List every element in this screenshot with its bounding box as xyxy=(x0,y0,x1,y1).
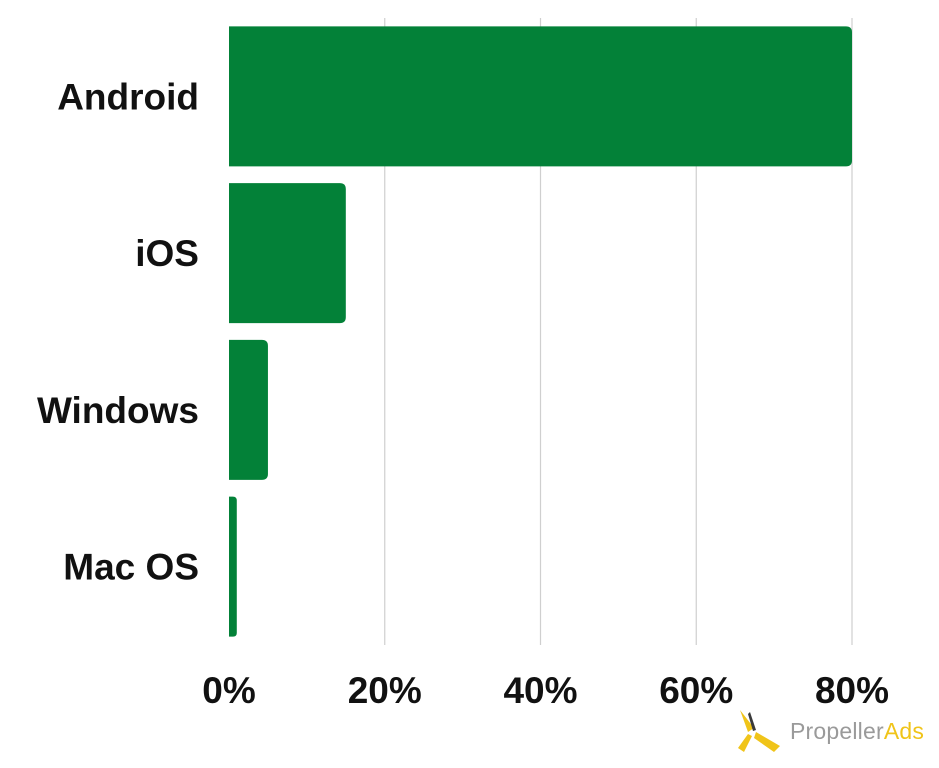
propeller-icon xyxy=(738,710,780,752)
category-labels: Android iOS Windows Mac OS xyxy=(37,76,199,587)
x-tick-label: 80% xyxy=(815,670,889,711)
propellerads-logo: PropellerAds xyxy=(734,707,934,755)
x-tick-label: 0% xyxy=(202,670,255,711)
brand-name: PropellerAds xyxy=(790,717,925,744)
x-tick-label: 20% xyxy=(348,670,422,711)
bar-ios xyxy=(229,183,346,324)
x-tick-label: 60% xyxy=(659,670,733,711)
bars xyxy=(229,26,852,637)
category-label: Android xyxy=(57,76,199,117)
category-label: Windows xyxy=(37,390,199,431)
category-label: Mac OS xyxy=(63,547,199,588)
x-tick-label: 40% xyxy=(503,670,577,711)
category-label: iOS xyxy=(135,233,199,274)
bar-windows xyxy=(229,339,268,480)
x-axis-tick-labels: 0% 20% 40% 60% 80% xyxy=(202,670,889,711)
bar-android xyxy=(229,26,852,167)
bar-mac-os xyxy=(229,496,237,637)
